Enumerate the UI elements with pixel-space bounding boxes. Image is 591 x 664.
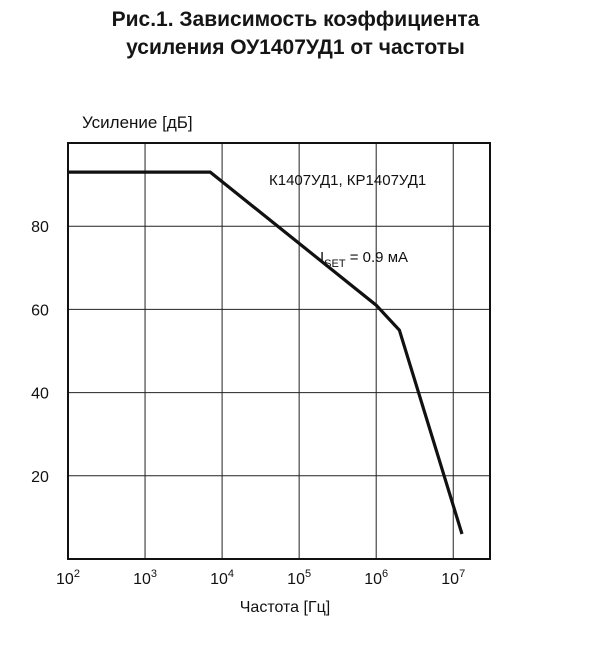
condition-value: = 0.9 мА	[346, 249, 408, 266]
y-tick-label: 60	[31, 302, 49, 319]
condition-annotation: ISET = 0.9 мА	[320, 249, 408, 270]
x-tick-label: 106	[364, 568, 388, 588]
y-tick-label: 80	[31, 219, 49, 236]
series-layer	[68, 170, 464, 535]
gain-series-line	[68, 170, 464, 535]
figure-title-line2: усиления ОУ1407УД1 от частоты	[126, 36, 465, 59]
x-tick-label: 104	[210, 568, 234, 588]
x-tick-label: 103	[133, 568, 157, 588]
x-tick-label: 105	[287, 568, 311, 588]
figure-title: Рис.1. Зависимость коэффициента усиления…	[0, 6, 591, 62]
plot-frame	[67, 142, 491, 560]
y-axis-label: Усиление [дБ]	[82, 113, 193, 132]
y-tick-label: 40	[31, 386, 49, 403]
y-tick-labels: 20 40 60 80	[31, 219, 49, 486]
y-tick-label: 20	[31, 469, 49, 486]
figure-title-line1: Рис.1. Зависимость коэффициента	[111, 8, 480, 31]
series-label-annotation: К1407УД1, КР1407УД1	[269, 172, 426, 189]
chart-grid	[67, 143, 490, 559]
x-tick-label: 102	[56, 568, 80, 588]
condition-symbol: I	[320, 249, 324, 266]
x-tick-labels: 102 103 104 105 106 107	[56, 568, 465, 588]
x-axis-label: Частота [Гц]	[240, 599, 330, 616]
x-tick-label: 107	[441, 568, 465, 588]
condition-subscript: SET	[324, 258, 346, 270]
